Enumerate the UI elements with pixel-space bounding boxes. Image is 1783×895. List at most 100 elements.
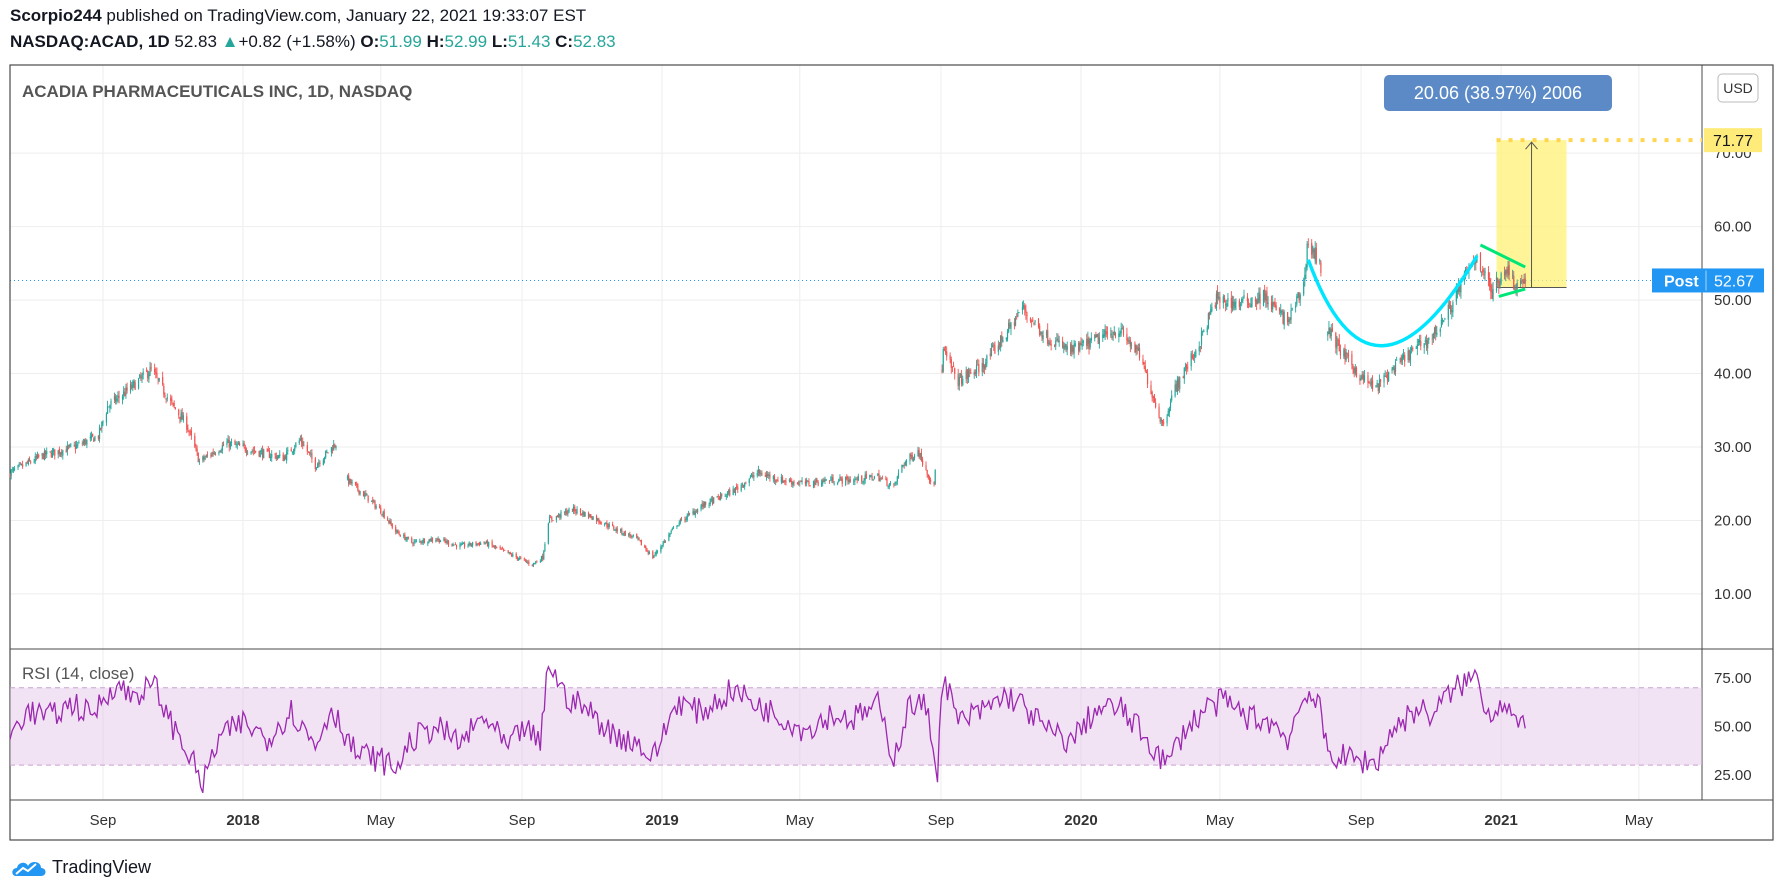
candle-body xyxy=(1436,332,1438,336)
candle-body xyxy=(946,351,948,357)
candle-body xyxy=(1475,260,1477,264)
candle-body xyxy=(1305,265,1307,273)
candle-body xyxy=(879,478,881,482)
candle-body xyxy=(330,447,333,453)
candle-body xyxy=(831,476,833,481)
candle-body xyxy=(1041,332,1043,338)
candle-body xyxy=(977,364,979,366)
y-tick-label: 20.00 xyxy=(1714,512,1752,529)
candle-body xyxy=(1282,310,1284,324)
candle-body xyxy=(1523,280,1525,284)
candle-body xyxy=(695,511,698,513)
candle-body xyxy=(51,450,54,457)
candle-body xyxy=(422,539,424,543)
candle-body xyxy=(920,452,923,461)
currency-button[interactable]: USD xyxy=(1717,73,1759,103)
candle-body xyxy=(1375,385,1377,388)
candle-body xyxy=(758,469,761,474)
candle-body xyxy=(911,455,913,460)
candle-body xyxy=(1484,270,1486,274)
candle-body xyxy=(1056,339,1058,340)
candle-body xyxy=(423,539,425,544)
candle-body xyxy=(863,479,865,483)
candle-body xyxy=(1278,308,1281,312)
candle-body xyxy=(1359,377,1361,381)
candle-body xyxy=(1166,416,1168,424)
candle-body xyxy=(944,351,947,353)
candle-body xyxy=(282,454,284,462)
candle-body xyxy=(298,440,300,444)
candle-body xyxy=(504,549,506,551)
open-value: 51.99 xyxy=(379,32,422,51)
candle-body xyxy=(306,445,308,452)
candle-body xyxy=(17,465,19,468)
candle-body xyxy=(364,493,366,497)
candle-body xyxy=(1495,276,1498,292)
candle-body xyxy=(1082,340,1084,344)
candle-body xyxy=(89,436,91,439)
candle-body xyxy=(655,551,657,555)
candle-body xyxy=(670,530,672,533)
candle-body xyxy=(560,511,562,518)
candle-body xyxy=(1369,383,1371,385)
candle-body xyxy=(954,368,956,374)
candle-body xyxy=(1361,374,1363,379)
candle-body xyxy=(981,363,983,373)
candle-body xyxy=(34,456,36,462)
symbol-label: NASDAQ:ACAD, 1D xyxy=(10,32,170,51)
candle-body xyxy=(630,535,632,538)
candle-body xyxy=(1432,333,1434,339)
candle-body xyxy=(218,452,220,454)
candle-body xyxy=(705,501,707,505)
candle-body xyxy=(1339,350,1342,356)
candle-body xyxy=(1081,343,1083,347)
candle-body xyxy=(1383,375,1385,383)
candle-body xyxy=(436,539,438,541)
candle-body xyxy=(100,427,102,430)
candle-body xyxy=(543,551,545,560)
price-change: +0.82 (+1.58%) xyxy=(238,32,356,51)
candle-body xyxy=(547,523,549,544)
candle-body xyxy=(636,534,638,538)
candle-body xyxy=(365,492,367,496)
candle-body xyxy=(25,462,27,466)
candle-body xyxy=(1503,271,1506,276)
candle-body xyxy=(1247,303,1250,305)
x-tick-label: 2020 xyxy=(1064,812,1097,829)
tradingview-logo[interactable]: TradingView xyxy=(10,856,151,878)
candle-body xyxy=(801,480,803,483)
candle-body xyxy=(1327,331,1329,336)
candle-body xyxy=(913,456,916,459)
candle-body xyxy=(1416,344,1418,349)
candle-body xyxy=(10,470,12,477)
candle-body xyxy=(1171,395,1173,401)
candle-body xyxy=(982,363,985,368)
candle-body xyxy=(949,355,951,360)
candle-body xyxy=(1203,330,1205,332)
candle-body xyxy=(780,476,782,483)
candle-body xyxy=(753,475,755,478)
candle-body xyxy=(700,506,702,510)
candle-body xyxy=(85,439,87,445)
candle-body xyxy=(1078,342,1080,352)
candle-body xyxy=(1161,420,1164,423)
candle-body xyxy=(967,371,970,378)
candle-body xyxy=(1174,384,1176,397)
candle-body xyxy=(661,546,663,548)
author-name[interactable]: Scorpio244 xyxy=(10,6,102,25)
candle-body xyxy=(740,485,742,491)
candle-body xyxy=(1314,247,1316,261)
candle-body xyxy=(517,558,520,560)
candle-body xyxy=(414,540,416,542)
candle-body xyxy=(933,482,935,485)
candle-body xyxy=(476,543,478,546)
candle-body xyxy=(559,514,561,518)
candle-body xyxy=(1515,288,1517,291)
candle-body xyxy=(1330,329,1332,337)
candle-body xyxy=(53,449,55,452)
candle-body xyxy=(74,445,77,450)
candle-body xyxy=(1506,269,1508,274)
candle-body xyxy=(841,478,843,484)
candle-body xyxy=(582,512,584,515)
